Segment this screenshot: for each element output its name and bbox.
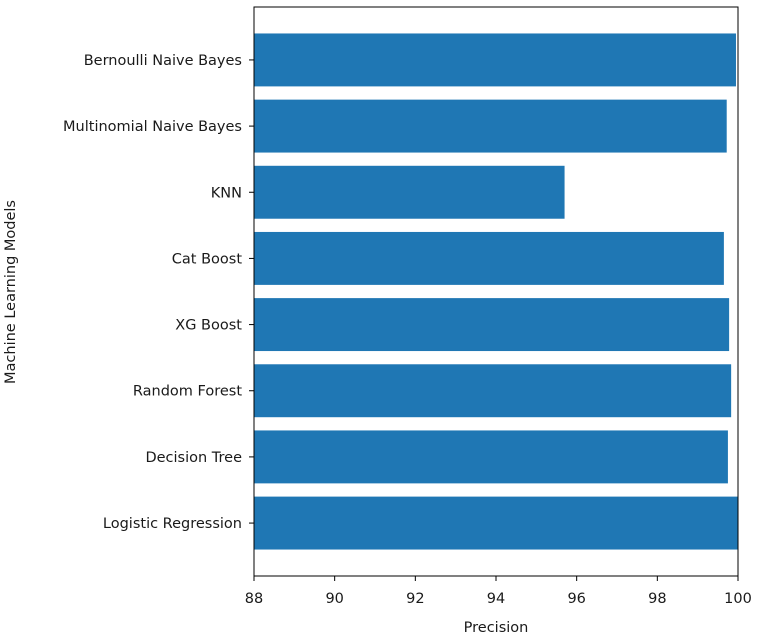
bar-bernoulli-naive-bayes bbox=[254, 33, 736, 87]
plot-frame bbox=[253, 6, 739, 577]
y-tick-label-bernoulli-naive-bayes: Bernoulli Naive Bayes bbox=[84, 53, 242, 69]
bar-xg-boost bbox=[254, 298, 730, 352]
y-tick-label-cat-boost: Cat Boost bbox=[172, 251, 243, 267]
y-tick-label-random-forest: Random Forest bbox=[133, 384, 242, 400]
bars-group bbox=[254, 33, 738, 550]
y-tick-label-logistic-regression: Logistic Regression bbox=[103, 516, 242, 532]
y-tick-label-xg-boost: XG Boost bbox=[175, 318, 242, 334]
x-tick-label-90: 90 bbox=[325, 591, 343, 607]
bar-logistic-regression bbox=[254, 496, 738, 550]
x-axis-ticks: 88 90 92 94 96 98 100 bbox=[245, 576, 752, 607]
y-tick-label-multinomial-naive-bayes: Multinomial Naive Bayes bbox=[63, 119, 242, 135]
x-tick-label-92: 92 bbox=[406, 591, 424, 607]
bar-knn bbox=[254, 165, 565, 219]
bar-decision-tree bbox=[254, 430, 728, 484]
x-tick-label-98: 98 bbox=[648, 591, 666, 607]
x-tick-label-100: 100 bbox=[724, 591, 752, 607]
bar-cat-boost bbox=[254, 231, 724, 285]
y-tick-label-knn: KNN bbox=[211, 185, 242, 201]
y-axis-label: Machine Learning Models bbox=[3, 200, 19, 384]
x-tick-label-88: 88 bbox=[245, 591, 263, 607]
x-tick-label-96: 96 bbox=[567, 591, 585, 607]
x-axis-label: Precision bbox=[464, 620, 529, 635]
bar-multinomial-naive-bayes bbox=[254, 99, 727, 153]
x-tick-label-94: 94 bbox=[487, 591, 505, 607]
y-tick-label-decision-tree: Decision Tree bbox=[145, 450, 242, 466]
y-axis-ticks: Logistic Regression Decision Tree Random F… bbox=[63, 53, 254, 532]
bar-random-forest bbox=[254, 364, 732, 418]
